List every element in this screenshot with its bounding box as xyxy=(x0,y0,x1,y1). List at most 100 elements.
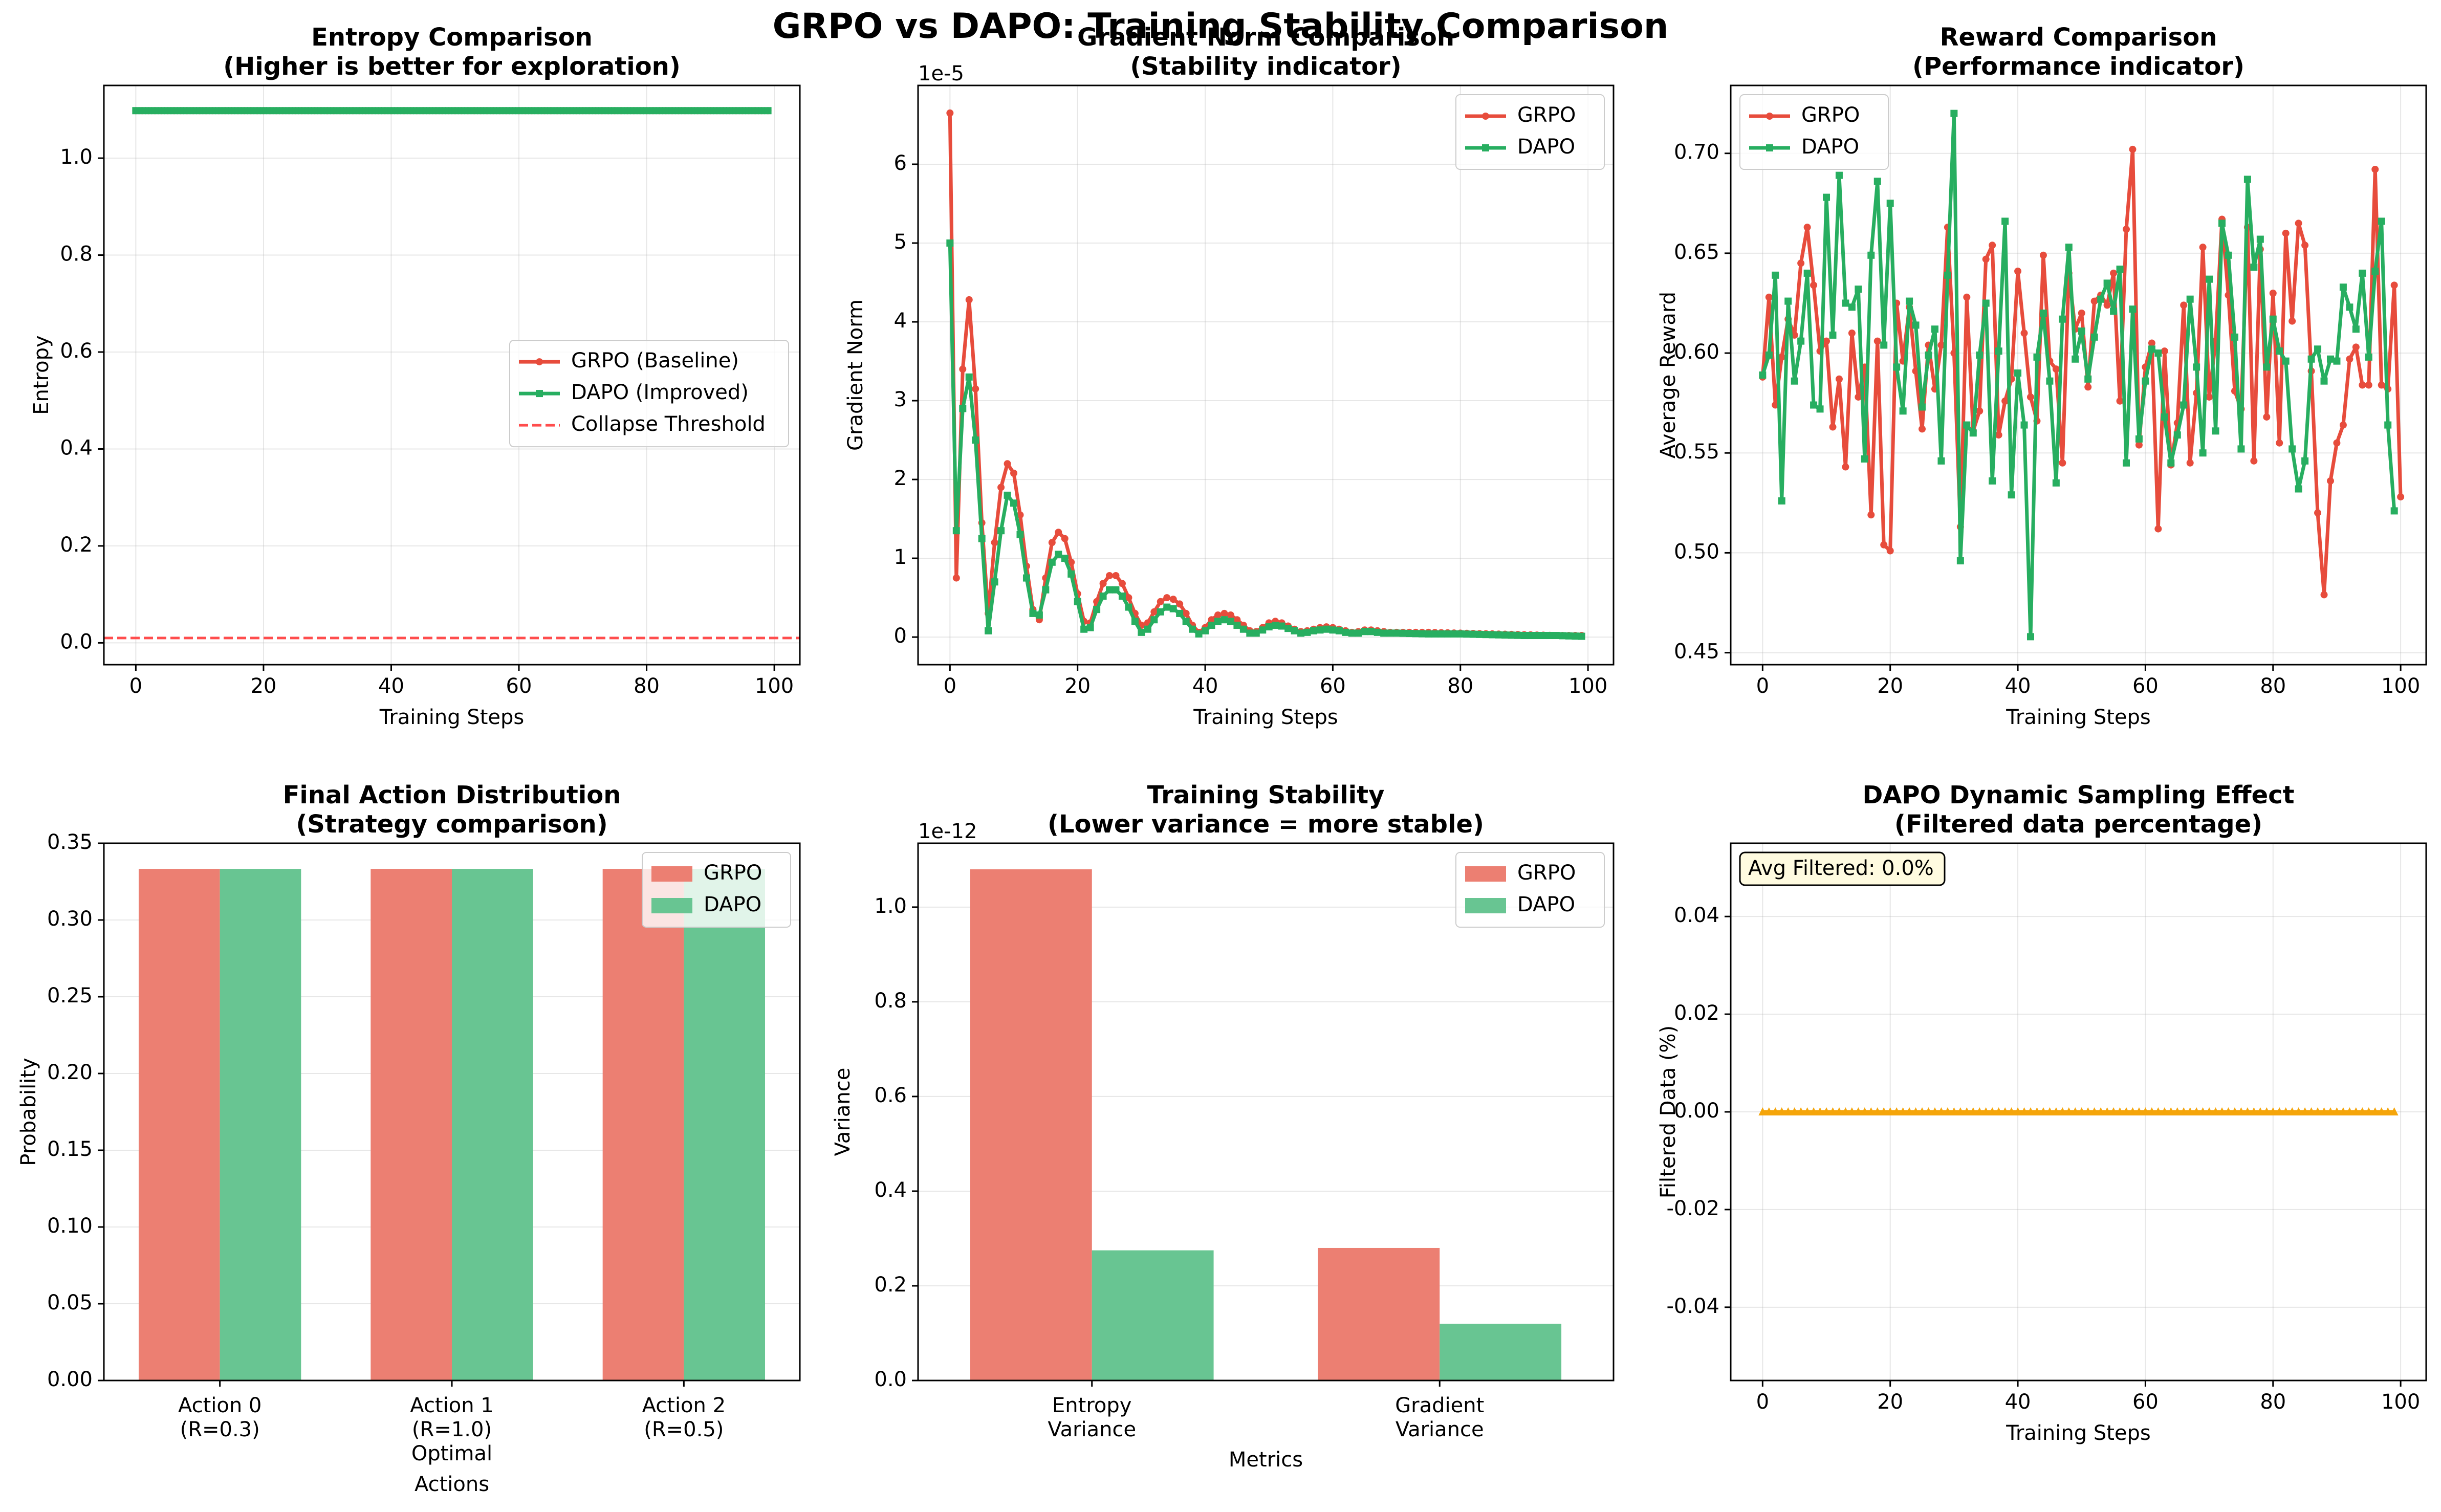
data-point-filtered xyxy=(1854,1107,1863,1115)
data-point-dapo xyxy=(2014,369,2022,377)
y-tick-label: 1 xyxy=(894,545,907,569)
data-point-dapo xyxy=(985,627,992,634)
x-tick-label: 20 xyxy=(1877,1390,1903,1414)
data-point-filtered xyxy=(2224,1107,2233,1115)
data-point-dapo xyxy=(2084,375,2092,383)
data-point-filtered xyxy=(1847,1107,1856,1115)
data-point-dapo-improved xyxy=(317,107,325,115)
x-axis-label: Actions xyxy=(415,1473,489,1496)
chart-subtitle: (Higher is better for exploration) xyxy=(223,52,681,81)
data-point-grpo xyxy=(952,574,960,582)
data-point-dapo xyxy=(1829,331,1837,339)
data-point-filtered xyxy=(2320,1107,2328,1115)
data-point-filtered xyxy=(2084,1107,2093,1115)
data-point-dapo-improved xyxy=(630,107,638,115)
data-point-dapo-improved xyxy=(490,107,497,115)
y-tick-label: 0.35 xyxy=(47,830,93,854)
axes-frame xyxy=(103,84,801,666)
data-point-filtered xyxy=(2192,1107,2201,1115)
data-point-dapo xyxy=(2008,491,2015,499)
data-point-grpo xyxy=(2320,591,2328,599)
data-point-dapo xyxy=(1093,606,1101,613)
data-point-filtered xyxy=(1924,1107,1933,1115)
data-point-dapo xyxy=(1765,351,1773,359)
data-point-dapo-improved xyxy=(540,107,548,115)
data-point-filtered xyxy=(2314,1107,2322,1115)
data-point-filtered xyxy=(2301,1107,2309,1115)
data-point-dapo-improved xyxy=(764,107,772,115)
data-point-dapo xyxy=(2116,266,2124,273)
data-point-dapo xyxy=(1035,611,1043,619)
data-point-dapo xyxy=(2307,355,2315,363)
data-point-grpo xyxy=(2199,244,2207,251)
y-tick-label: 0.0 xyxy=(874,1368,907,1391)
bar-dapo-1 xyxy=(452,869,533,1380)
plot-area xyxy=(1758,1107,2399,1115)
data-point-grpo xyxy=(2333,439,2341,447)
data-point-dapo-improved xyxy=(381,107,388,115)
data-point-dapo-improved xyxy=(285,107,293,115)
action-distribution-chart: Final Action Distribution(Strategy compa… xyxy=(17,781,801,1496)
data-point-filtered xyxy=(2141,1107,2150,1115)
x-tick-label: Action 1 (R=1.0) Optimal xyxy=(410,1394,493,1465)
data-point-dapo-improved xyxy=(406,107,414,115)
data-point-filtered xyxy=(2390,1107,2399,1115)
data-point-filtered xyxy=(2377,1107,2386,1115)
bar-dapo-0 xyxy=(220,869,301,1380)
data-point-grpo xyxy=(1982,255,1990,263)
data-point-dapo-improved xyxy=(713,107,721,115)
bar-dapo-1 xyxy=(1440,1323,1562,1380)
data-point-filtered xyxy=(2211,1107,2220,1115)
legend-grpo-label: GRPO xyxy=(704,861,762,885)
data-point-dapo xyxy=(972,436,979,444)
data-point-dapo xyxy=(1778,497,1785,505)
y-tick-label: 0.70 xyxy=(1674,141,1719,164)
data-point-dapo xyxy=(1195,630,1203,638)
data-point-dapo xyxy=(1393,629,1401,637)
x-tick-label: 0 xyxy=(129,674,142,698)
y-tick-label: 0.15 xyxy=(47,1137,93,1161)
data-point-dapo-improved xyxy=(528,107,535,115)
data-point-filtered xyxy=(2026,1107,2035,1115)
x-tick-label: 20 xyxy=(250,674,276,698)
data-point-grpo xyxy=(1067,558,1075,566)
data-point-dapo xyxy=(2282,357,2290,365)
data-point-grpo xyxy=(2148,339,2155,347)
x-tick-label: 60 xyxy=(2132,1390,2159,1414)
axis-offset-label: 1e-5 xyxy=(918,62,964,85)
x-tick-label: 20 xyxy=(1064,674,1091,698)
legend: GRPO (Baseline) DAPO (Improved) Collapse T… xyxy=(509,340,789,448)
data-point-dapo xyxy=(2090,333,2098,341)
data-point-dapo xyxy=(1406,630,1413,638)
y-tick-label: 6 xyxy=(894,151,907,175)
data-point-filtered xyxy=(1797,1107,1805,1115)
data-point-dapo-improved xyxy=(547,107,555,115)
y-tick-label: 4 xyxy=(894,309,907,333)
data-point-filtered xyxy=(1911,1107,1920,1115)
data-point-dapo-improved xyxy=(323,107,331,115)
series-line-grpo xyxy=(1760,147,2403,597)
data-point-dapo xyxy=(1418,630,1426,638)
data-point-filtered xyxy=(2122,1107,2131,1115)
data-point-dapo xyxy=(1565,632,1573,640)
data-point-dapo xyxy=(1227,618,1234,625)
data-point-dapo-improved xyxy=(566,107,574,115)
data-point-dapo xyxy=(1880,341,1888,349)
data-point-dapo xyxy=(1259,626,1267,634)
data-point-dapo xyxy=(2173,431,2181,439)
y-axis-label: Filtered Data (%) xyxy=(1657,1025,1680,1198)
chart-title: Training Stability xyxy=(1147,781,1385,809)
y-tick-label: 3 xyxy=(894,388,907,411)
y-tick-label: 0.6 xyxy=(874,1084,907,1107)
chart-subtitle: (Performance indicator) xyxy=(1912,52,2244,81)
data-point-dapo-improved xyxy=(726,107,733,115)
data-point-filtered xyxy=(2351,1107,2360,1115)
data-point-filtered xyxy=(1835,1107,1843,1115)
y-tick-label: 0.05 xyxy=(47,1291,93,1314)
data-point-dapo-improved xyxy=(477,107,485,115)
data-point-dapo xyxy=(1272,621,1279,629)
data-point-dapo-improved xyxy=(662,107,669,115)
data-point-dapo-improved xyxy=(343,107,351,115)
data-point-dapo-improved xyxy=(247,107,254,115)
data-point-filtered xyxy=(2364,1107,2373,1115)
